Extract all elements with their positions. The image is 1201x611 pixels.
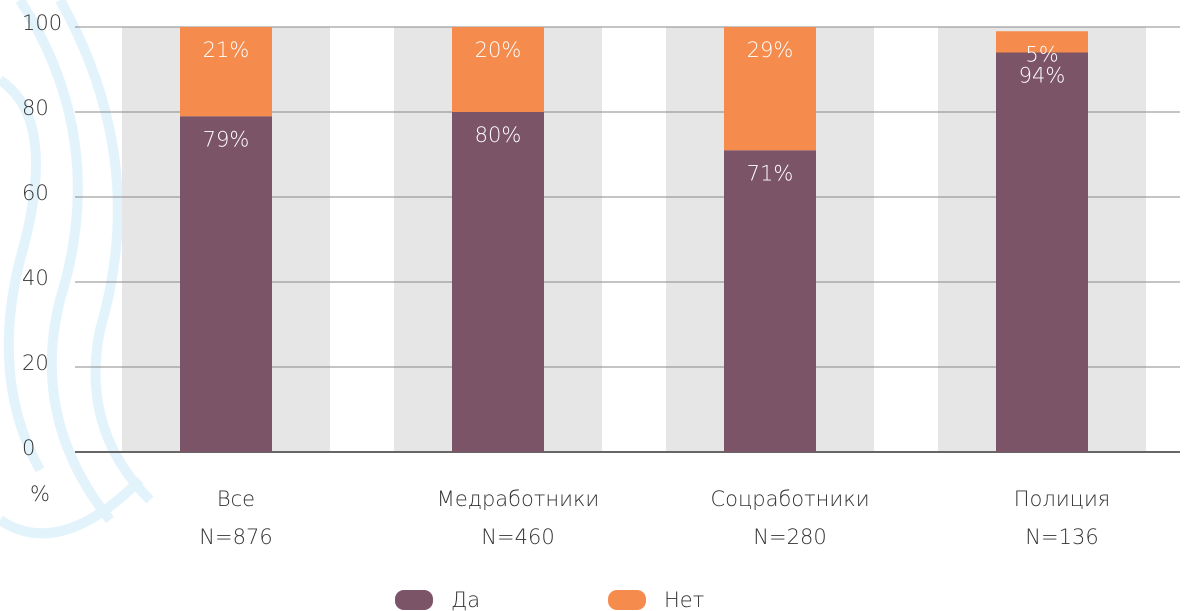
bar-segment bbox=[452, 27, 544, 112]
bar-segment bbox=[996, 52, 1088, 452]
x-tick-label: N=280 bbox=[753, 525, 826, 549]
y-axis-label: % bbox=[30, 482, 50, 506]
value-label: 20% bbox=[475, 38, 522, 62]
legend-label: Да bbox=[451, 588, 480, 611]
bar-segment bbox=[180, 27, 272, 117]
background-decoration bbox=[0, 0, 154, 539]
y-tick-label: 60 bbox=[22, 181, 49, 205]
value-label: 71% bbox=[747, 161, 794, 185]
bar-segment bbox=[452, 112, 544, 452]
bar-segment bbox=[724, 27, 816, 151]
legend-swatch bbox=[395, 590, 433, 610]
bar-segment bbox=[180, 116, 272, 452]
legend-swatch bbox=[608, 590, 646, 610]
value-label: 79% bbox=[203, 127, 250, 151]
x-tick-label: Все bbox=[217, 487, 255, 511]
y-tick-label: 100 bbox=[22, 11, 62, 35]
bar-segment bbox=[724, 150, 816, 452]
x-tick-label: Соцработники bbox=[710, 487, 869, 511]
bar-segment bbox=[996, 31, 1088, 53]
value-label: 21% bbox=[203, 38, 250, 62]
legend-label: Нет bbox=[664, 588, 704, 611]
x-tick-label: Полиция bbox=[1014, 487, 1110, 511]
y-tick-label: 0 bbox=[22, 436, 35, 460]
x-tick-label: N=460 bbox=[481, 525, 554, 549]
x-tick-label: Медработники bbox=[437, 487, 600, 511]
value-label: 29% bbox=[747, 38, 794, 62]
y-tick-label: 20 bbox=[22, 351, 49, 375]
value-label: 80% bbox=[475, 123, 522, 147]
value-label: 5% bbox=[1025, 42, 1058, 66]
y-tick-label: 80 bbox=[22, 96, 49, 120]
value-label: 94% bbox=[1019, 64, 1066, 88]
y-tick-label: 40 bbox=[22, 266, 49, 290]
x-tick-label: N=136 bbox=[1025, 525, 1098, 549]
x-tick-label: N=876 bbox=[199, 525, 272, 549]
